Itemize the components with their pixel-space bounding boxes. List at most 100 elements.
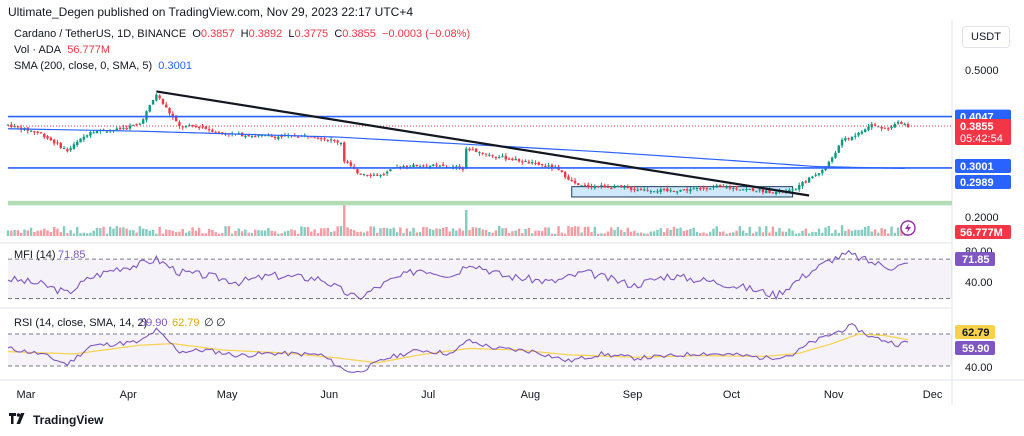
volume-bar bbox=[840, 225, 844, 236]
candle-body bbox=[201, 126, 204, 128]
candle-body bbox=[807, 177, 811, 183]
volume-bar bbox=[712, 228, 715, 236]
volume-bar bbox=[600, 233, 603, 236]
volume-bar bbox=[184, 232, 188, 236]
sma200-line bbox=[7, 128, 905, 170]
volume-bar bbox=[669, 229, 672, 236]
price-tag-sma: 0.2989 bbox=[960, 177, 994, 189]
volume-bar bbox=[722, 231, 725, 236]
candle-body bbox=[761, 188, 765, 193]
volume-bar bbox=[36, 230, 39, 236]
volume-bar bbox=[659, 228, 662, 236]
candle-body bbox=[161, 99, 165, 104]
candle-body bbox=[329, 139, 333, 141]
candle-body bbox=[376, 174, 379, 176]
volume-bar bbox=[280, 233, 283, 236]
sma-label[interactable]: SMA (200, close, 0, SMA, 5) bbox=[14, 60, 153, 72]
volume-bar bbox=[788, 228, 791, 236]
candle-body bbox=[257, 135, 260, 137]
candle-body bbox=[771, 192, 775, 194]
candle-body bbox=[372, 174, 376, 176]
candle-body bbox=[728, 186, 732, 189]
volume-bar bbox=[188, 231, 191, 236]
volume-bar bbox=[827, 226, 831, 236]
candle-body bbox=[765, 190, 768, 194]
volume-bar bbox=[801, 230, 804, 236]
candle-body bbox=[850, 136, 854, 140]
candle-body bbox=[633, 189, 636, 191]
volume-bar bbox=[514, 230, 517, 236]
candle-body bbox=[92, 132, 95, 134]
volume-bar bbox=[613, 230, 616, 236]
volume-bar bbox=[181, 228, 184, 236]
volume-bar bbox=[679, 227, 682, 236]
volume-bar bbox=[234, 230, 237, 236]
volume-bar bbox=[692, 227, 695, 236]
volume-bar bbox=[290, 229, 293, 236]
candle-body bbox=[656, 191, 659, 193]
volume-bar bbox=[168, 229, 171, 236]
volume-legend: Vol · ADA 56.777M bbox=[14, 44, 110, 56]
volume-bar bbox=[656, 229, 659, 236]
volume-bar bbox=[316, 233, 320, 236]
candle-body bbox=[359, 173, 362, 175]
candle-body bbox=[168, 108, 171, 114]
candle-body bbox=[366, 174, 369, 176]
symbol-name[interactable]: Cardano / TetherUS, 1D, BINANCE bbox=[14, 28, 187, 40]
volume-bar bbox=[362, 232, 366, 236]
candle-body bbox=[428, 165, 432, 168]
candle-body bbox=[270, 136, 273, 138]
candle-body bbox=[425, 166, 428, 168]
volume-bar bbox=[530, 233, 534, 236]
candle-body bbox=[788, 189, 791, 192]
lightning-icon-glyph bbox=[905, 223, 911, 233]
volume-bar bbox=[352, 230, 356, 236]
candle-body bbox=[224, 133, 227, 135]
candle-body bbox=[181, 126, 184, 128]
candle-body bbox=[830, 157, 834, 162]
volume-bar bbox=[478, 227, 481, 236]
candle-body bbox=[155, 94, 158, 101]
candle-body bbox=[62, 148, 66, 150]
volume-bar bbox=[685, 230, 689, 236]
candle-body bbox=[501, 156, 504, 158]
candle-body bbox=[326, 140, 329, 142]
candle-body bbox=[639, 188, 643, 191]
candle-body bbox=[662, 188, 666, 190]
volume-bar bbox=[811, 231, 814, 236]
candle-body bbox=[214, 132, 217, 134]
x-tick-label: Sep bbox=[623, 389, 643, 401]
volume-bar bbox=[488, 231, 491, 236]
candle-body bbox=[573, 180, 577, 184]
currency-button[interactable]: USDT bbox=[962, 26, 1010, 48]
volume-bar bbox=[408, 231, 412, 236]
volume-bar bbox=[389, 228, 392, 236]
volume-bar bbox=[715, 226, 718, 236]
volume-bar bbox=[834, 229, 837, 236]
volume-bar bbox=[666, 228, 669, 236]
tradingview-brand-text: TradingView bbox=[33, 413, 104, 427]
volume-bar bbox=[807, 233, 811, 236]
volume-bar bbox=[158, 226, 161, 236]
volume-bar bbox=[751, 233, 755, 236]
candle-body bbox=[623, 187, 626, 189]
volume-bar bbox=[415, 232, 418, 236]
volume-bar bbox=[850, 230, 854, 236]
tradingview-brand[interactable]: TradingView bbox=[8, 413, 103, 427]
volume-bar bbox=[652, 231, 656, 236]
candle-body bbox=[758, 189, 761, 191]
candle-body bbox=[893, 123, 897, 128]
candle-body bbox=[847, 138, 850, 140]
volume-bar bbox=[590, 232, 593, 236]
volume-bar bbox=[194, 230, 198, 236]
volume-label[interactable]: Vol · ADA bbox=[14, 44, 62, 56]
candle-body bbox=[415, 164, 418, 167]
volume-bar bbox=[771, 226, 775, 236]
candle-body bbox=[33, 131, 36, 133]
volume-bar bbox=[550, 233, 554, 236]
candle-body bbox=[741, 189, 745, 191]
volume-bar bbox=[501, 228, 504, 236]
candle-body bbox=[128, 125, 132, 129]
candle-body bbox=[52, 139, 56, 144]
